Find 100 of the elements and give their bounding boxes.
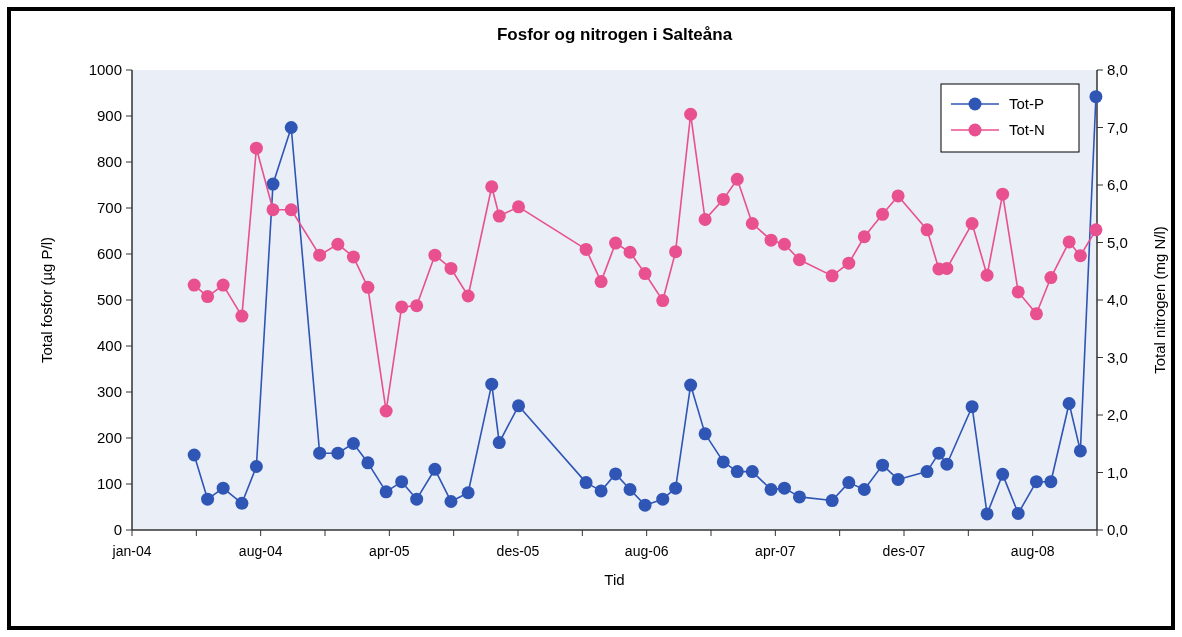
point [932,446,946,460]
point [996,187,1010,201]
y-tick-label: 300 [96,383,122,401]
x-tick-label: aug-04 [238,543,283,559]
y2-tick-label: 4,0 [1107,291,1128,309]
point [249,141,263,155]
point [792,253,806,267]
point [201,290,215,304]
x-tick-label: apr-07 [755,543,796,559]
chart-title: Fosfor og nitrogen i Salteåna [496,25,733,44]
point [1073,444,1087,458]
point [579,476,593,490]
point [395,475,409,489]
point [656,492,670,506]
point [745,465,759,479]
y2-tick-label: 8,0 [1107,61,1128,79]
y2-tick-label: 6,0 [1107,176,1128,194]
legend-label: Tot-N [1009,121,1045,139]
point [638,267,652,281]
y-tick-label: 100 [96,475,122,493]
point [1011,506,1025,520]
point [512,200,526,214]
point [594,484,608,498]
point [331,237,345,251]
point [187,448,201,462]
point [857,483,871,497]
x-tick-label: des-05 [496,543,540,559]
point [842,476,856,490]
y-tick-label: 600 [96,245,122,263]
point [940,457,954,471]
point [395,300,409,314]
point [216,278,230,292]
x-tick-label: apr-05 [369,543,410,559]
point [730,465,744,479]
point [891,472,905,486]
point [410,299,424,313]
point [857,230,871,244]
y-tick-label: 1000 [88,61,122,79]
y2-tick-label: 5,0 [1107,233,1128,251]
y-tick-label: 400 [96,337,122,355]
point [965,400,979,414]
point [201,492,215,506]
point [920,223,934,237]
point [1089,90,1103,104]
point [609,236,623,250]
y-tick-label: 700 [96,199,122,217]
point [428,462,442,476]
point [313,446,327,460]
point [1029,307,1043,321]
point [842,256,856,270]
x-tick-label: aug-08 [1010,543,1055,559]
point [1062,235,1076,249]
point [492,436,506,450]
point [284,203,298,217]
point [980,268,994,282]
point [764,233,778,247]
point [891,189,905,203]
point [444,494,458,508]
point [920,465,934,479]
point [461,289,475,303]
point [1089,223,1103,237]
point [579,242,593,256]
point [485,180,499,194]
point [730,172,744,186]
y2-tick-label: 3,0 [1107,348,1128,366]
y-tick-label: 200 [96,429,122,447]
point [428,248,442,262]
point [361,456,375,470]
point [876,207,890,221]
point [379,404,393,418]
point [461,486,475,500]
point [313,248,327,262]
point [716,192,730,206]
point [1073,249,1087,263]
point [623,245,637,259]
point [656,294,670,308]
point [361,280,375,294]
point [764,483,778,497]
y2-tick-label: 7,0 [1107,118,1128,136]
point [965,217,979,231]
point [996,467,1010,481]
x-tick-label: aug-06 [624,543,669,559]
point [512,399,526,413]
point [266,177,280,191]
point [346,250,360,264]
point [594,275,608,289]
point [235,309,249,323]
point [684,378,698,392]
point [792,490,806,504]
point [669,245,683,259]
point [609,467,623,481]
point [777,237,791,251]
point [1062,397,1076,410]
point [940,261,954,275]
x-axis-title: Tid [604,571,625,588]
point [331,446,345,460]
y2-tick-label: 0,0 [1107,521,1128,539]
point [1029,475,1043,489]
point [410,492,424,506]
point [379,485,393,499]
